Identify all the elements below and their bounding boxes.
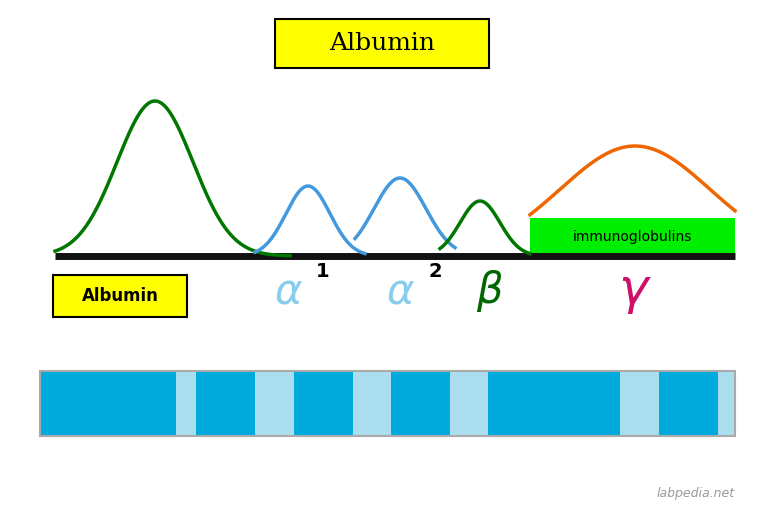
Text: 2: 2 <box>429 262 442 281</box>
Bar <box>450 371 488 436</box>
Bar <box>530 218 735 256</box>
Bar <box>256 371 293 436</box>
Bar <box>658 371 717 436</box>
Bar <box>488 371 621 436</box>
Bar <box>353 371 391 436</box>
Text: immunoglobulins: immunoglobulins <box>573 230 692 244</box>
Text: $\gamma$: $\gamma$ <box>618 266 652 316</box>
Text: $\alpha$: $\alpha$ <box>386 270 415 312</box>
Bar <box>40 371 176 436</box>
Text: $\alpha$: $\alpha$ <box>273 270 303 312</box>
Bar <box>40 371 735 436</box>
Text: Albumin: Albumin <box>81 287 158 305</box>
Bar <box>621 371 658 436</box>
Bar <box>176 371 197 436</box>
FancyBboxPatch shape <box>53 275 187 317</box>
Bar <box>197 371 256 436</box>
Bar <box>717 371 735 436</box>
Text: 1: 1 <box>316 262 329 281</box>
Bar <box>391 371 450 436</box>
Text: Albumin: Albumin <box>329 32 435 55</box>
Text: labpedia.net: labpedia.net <box>657 486 735 499</box>
Bar <box>293 371 353 436</box>
Text: $\beta$: $\beta$ <box>476 268 504 314</box>
FancyBboxPatch shape <box>275 19 489 68</box>
